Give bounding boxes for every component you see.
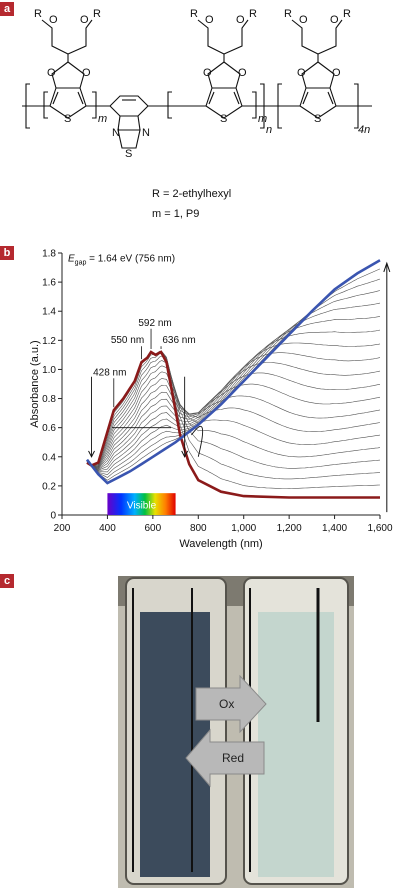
s-label-btd: S (125, 148, 133, 160)
visible-label: Visible (127, 500, 157, 511)
peak-label: 592 nm (138, 318, 171, 329)
o-label-3: O (47, 67, 56, 79)
peak-label: 428 nm (93, 367, 126, 378)
ox-label: Ox (219, 697, 235, 711)
x-tick-label: 1,000 (231, 523, 256, 534)
x-tick-label: 1,400 (322, 523, 347, 534)
visible-spectrum-bar (107, 493, 176, 515)
x-tick-label: 1,600 (367, 523, 392, 534)
absorbance-chart: 0 0.2 0.4 0.6 0.8 1.0 1.2 1.4 1.6 1.8 200 400 600 800… (29, 249, 393, 551)
intermediate-curve (86, 362, 381, 469)
x-tick-label: 800 (190, 523, 207, 534)
y-tick-label: 0 (50, 511, 56, 522)
s-label-1: S (64, 113, 72, 125)
s-label-2: S (220, 113, 228, 125)
caption-m: m = 1, P9 (152, 208, 200, 220)
x-tick-label: 400 (99, 523, 116, 534)
y-tick-label: 1.6 (42, 278, 56, 289)
y-tick-label: 1.8 (42, 249, 56, 260)
peak-label: 636 nm (162, 335, 195, 346)
arrowhead (181, 450, 189, 458)
y-tick-label: 0.8 (42, 394, 56, 405)
intermediate-curve (86, 302, 381, 473)
o-label-6: O (236, 14, 245, 26)
y-tick-label: 1.0 (42, 365, 56, 376)
red-arrow-icon (185, 728, 265, 788)
arrowhead (88, 450, 95, 458)
o-label-5: O (205, 14, 214, 26)
y-tick-label: 0.2 (42, 481, 56, 492)
intermediate-curves (86, 268, 381, 489)
chart-axes: 0 0.2 0.4 0.6 0.8 1.0 1.2 1.4 1.6 1.8 200 400 600 800… (29, 249, 393, 551)
chart-annotations: Visible Egap = 1.64 eV (756 nm) 428 nm 550 … (68, 254, 391, 515)
o-label-7: O (203, 67, 212, 79)
o-label-1: O (49, 14, 58, 26)
intermediate-curve (86, 316, 381, 472)
y-tick-label: 0.4 (42, 452, 56, 463)
n-label-2: N (142, 127, 150, 139)
x-tick-label: 600 (145, 523, 162, 534)
intermediate-curve (86, 355, 381, 466)
r-label-2: R (93, 8, 101, 20)
right-vial-solution (258, 612, 334, 877)
m-subscript-1: m (98, 113, 108, 125)
intermediate-curve (86, 329, 381, 471)
r-label-6: R (343, 8, 351, 20)
o-label-8: O (238, 67, 247, 79)
intermediate-curve (86, 351, 381, 480)
o-label-2: O (80, 14, 89, 26)
r-label-1: R (34, 8, 42, 20)
panel-label-a: a (0, 2, 14, 16)
o-label-9: O (299, 14, 308, 26)
n-label-1: N (112, 127, 120, 139)
x-axis-label: Wavelength (nm) (179, 538, 262, 550)
arrowhead (383, 261, 391, 273)
intermediate-curve (86, 350, 381, 489)
egap-label: Egap = 1.64 eV (756 nm) (68, 254, 175, 267)
red-label: Red (222, 751, 245, 765)
o-label-4: O (82, 67, 91, 79)
chemical-structure (22, 19, 372, 149)
intermediate-curve (86, 342, 381, 470)
x-tick-label: 1,200 (277, 523, 302, 534)
r-label-4: R (249, 8, 257, 20)
intermediate-curve (86, 360, 381, 466)
curved-arrow (191, 425, 204, 457)
panel-label-b: b (0, 246, 14, 260)
r-label-3: R (190, 8, 198, 20)
y-tick-label: 1.2 (42, 336, 56, 347)
x-tick-label: 200 (54, 523, 71, 534)
caption-r: R = 2-ethylhexyl (152, 188, 232, 200)
intermediate-curve (86, 371, 381, 467)
intermediate-curve (86, 278, 381, 478)
chart-series (85, 259, 381, 499)
n-subscript: n (266, 124, 273, 136)
y-tick-label: 1.4 (42, 307, 56, 318)
o-label-10: O (330, 14, 339, 26)
peak-label: 550 nm (111, 335, 144, 346)
o-label-11: O (297, 67, 306, 79)
vials-photo (118, 576, 354, 888)
four-n-subscript: 4n (358, 124, 371, 136)
series-line-oxidized (85, 259, 381, 485)
intermediate-curve (86, 352, 381, 469)
y-axis-label: Absorbance (a.u.) (29, 340, 41, 427)
intermediate-curve (86, 290, 381, 476)
o-label-12: O (332, 67, 341, 79)
intermediate-curve (86, 365, 381, 466)
r-label-5: R (284, 8, 292, 20)
y-tick-label: 0.6 (42, 423, 56, 434)
structure-bonds (22, 19, 372, 149)
m-subscript-2: m (258, 113, 268, 125)
intermediate-curve (86, 352, 381, 470)
ox-arrow-icon (195, 674, 267, 734)
panel-label-c: c (0, 574, 14, 588)
series-line-neutral (86, 350, 380, 499)
s-label-3: S (314, 113, 322, 125)
